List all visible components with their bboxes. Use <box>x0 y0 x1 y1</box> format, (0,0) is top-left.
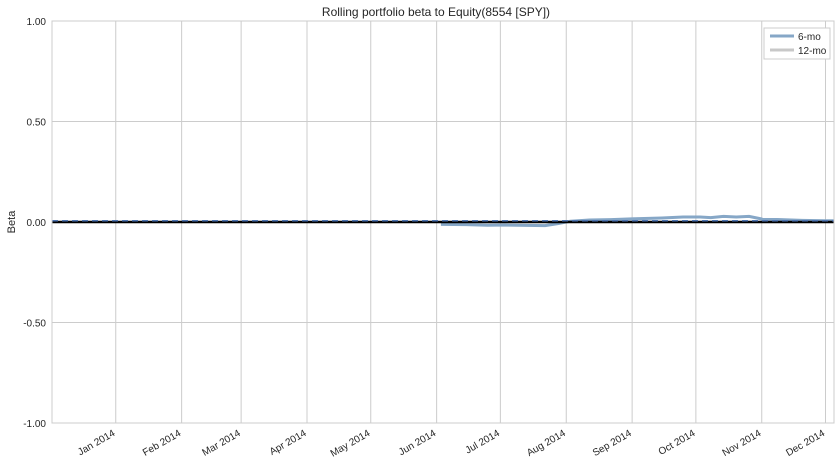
x-tick-label: Nov 2014 <box>721 428 764 459</box>
y-tick-label: 0.00 <box>27 218 47 229</box>
y-tick-label: 1.00 <box>27 17 47 28</box>
x-tick-label: Dec 2014 <box>784 428 827 459</box>
y-tick-label: -0.50 <box>23 319 46 330</box>
plot-frame <box>51 20 835 424</box>
series-layer <box>52 214 834 228</box>
x-tick-label: Sep 2014 <box>591 428 634 459</box>
x-tick-label: Jul 2014 <box>464 428 503 457</box>
x-tick-label: Aug 2014 <box>525 428 568 459</box>
legend-label-12mo: 12-mo <box>798 46 827 57</box>
x-tick-label: May 2014 <box>329 428 373 460</box>
y-axis-ticks: -1.00 -0.50 0.00 0.50 1.00 <box>23 17 46 430</box>
y-tick-label: 0.50 <box>27 118 47 129</box>
legend-label-6mo: 6-mo <box>798 32 821 43</box>
x-tick-label: Jun 2014 <box>397 428 439 458</box>
y-tick-label: -1.00 <box>23 419 46 430</box>
x-tick-label: Mar 2014 <box>201 428 243 459</box>
x-tick-label: Jan 2014 <box>76 428 118 458</box>
x-tick-label: Oct 2014 <box>657 428 698 458</box>
x-tick-label: Feb 2014 <box>141 428 183 459</box>
chart-title: Rolling portfolio beta to Equity(8554 [S… <box>322 5 550 19</box>
legend: 6-mo 12-mo <box>763 27 831 60</box>
x-axis-ticks: Jan 2014 Feb 2014 Mar 2014 Apr 2014 May 2014… <box>76 428 827 460</box>
legend-box <box>763 27 831 60</box>
x-tick-label: Apr 2014 <box>268 428 309 458</box>
y-axis-label: Beta <box>6 210 18 234</box>
series-line-0 <box>440 214 834 228</box>
